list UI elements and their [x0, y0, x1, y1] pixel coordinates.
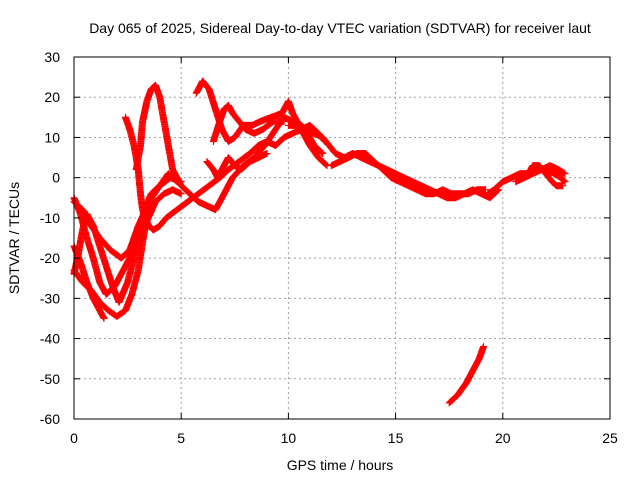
data-marks — [203, 150, 271, 182]
data-series-arc-12 — [327, 150, 490, 198]
x-tick-label: 10 — [281, 430, 297, 446]
data-marks — [209, 101, 288, 145]
data-marks — [327, 150, 490, 198]
y-tick-label: -30 — [40, 290, 60, 306]
x-tick-label: 0 — [70, 430, 78, 446]
data-layer — [70, 77, 569, 407]
y-tick-label: 0 — [52, 170, 60, 186]
y-tick-label: -10 — [40, 210, 60, 226]
y-tick-label: 20 — [44, 89, 60, 105]
data-series-arc-8 — [192, 77, 327, 157]
grid-lines — [74, 57, 610, 419]
data-marks — [192, 77, 327, 157]
y-tick-label: 10 — [44, 129, 60, 145]
data-series-arc-15 — [525, 162, 567, 190]
x-tick-label: 25 — [602, 430, 618, 446]
axis-ticks: 0 5 10 15 20 25 -60 -50 -40 -30 -20 -10 0 10 20 30 — [40, 49, 618, 446]
x-tick-label: 20 — [495, 430, 511, 446]
y-axis-label: SDTVAR / TECUs — [6, 182, 22, 294]
x-axis-label: GPS time / hours — [287, 457, 394, 473]
y-tick-label: 30 — [44, 49, 60, 65]
y-tick-label: -50 — [40, 371, 60, 387]
x-tick-label: 15 — [388, 430, 404, 446]
data-series-arc-10 — [209, 101, 288, 145]
data-series-arc-9 — [203, 150, 271, 182]
data-series-arc-11 — [284, 121, 502, 202]
data-marks — [284, 121, 502, 202]
data-marks — [525, 162, 567, 190]
plot-frame — [73, 56, 611, 420]
x-tick-label: 5 — [177, 430, 185, 446]
y-tick-label: -60 — [40, 411, 60, 427]
y-tick-label: -20 — [40, 250, 60, 266]
data-marks — [445, 343, 487, 407]
y-tick-label: -40 — [40, 331, 60, 347]
data-series-arc-16 — [445, 343, 487, 407]
chart-title: Day 065 of 2025, Sidereal Day-to-day VTE… — [89, 20, 591, 36]
